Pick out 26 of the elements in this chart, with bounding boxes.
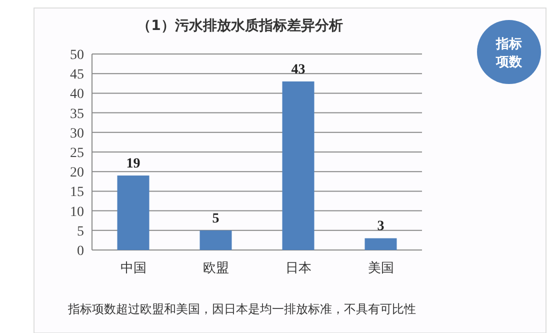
x-tick-label: 欧盟 bbox=[202, 261, 229, 276]
y-tick-label: 0 bbox=[77, 244, 84, 259]
y-tick-label: 5 bbox=[77, 224, 84, 240]
x-tick-label: 美国 bbox=[368, 260, 394, 276]
data-label: 43 bbox=[291, 62, 306, 78]
chart-title: （1）污水排放水质指标差异分析 bbox=[137, 17, 343, 34]
data-label: 19 bbox=[126, 156, 140, 172]
text: 指标项数 bbox=[495, 37, 523, 70]
x-tick-label: 日本 bbox=[285, 261, 312, 276]
y-tick-label: 35 bbox=[70, 106, 84, 122]
data-label: 3 bbox=[377, 219, 384, 234]
y-tick-label: 45 bbox=[70, 68, 84, 83]
y-tick-label: 15 bbox=[70, 185, 84, 200]
y-tick-label: 50 bbox=[70, 48, 84, 63]
y-tick-label: 10 bbox=[70, 204, 84, 220]
bar bbox=[200, 230, 232, 250]
bar bbox=[117, 176, 150, 250]
y-tick-label: 25 bbox=[70, 146, 84, 161]
text: 指标项数超过欧盟和美国，因日本是均一排放标准，不具有可比性 bbox=[67, 302, 416, 316]
data-label: 5 bbox=[212, 211, 220, 226]
bar bbox=[282, 81, 314, 250]
y-tick-label: 30 bbox=[70, 126, 84, 142]
x-tick-label: 中国 bbox=[120, 261, 146, 276]
bar bbox=[364, 238, 397, 250]
y-tick-label: 20 bbox=[70, 166, 84, 181]
y-tick-label: 40 bbox=[70, 87, 84, 102]
